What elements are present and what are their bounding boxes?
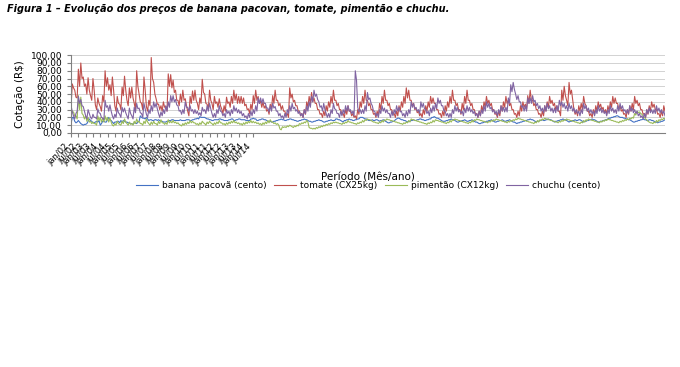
banana pacovã (cento) — [364, 118, 373, 123]
Line: banana pacovã (cento): banana pacovã (cento) — [71, 116, 665, 125]
banana pacovã (cento) — [408, 118, 416, 123]
pimentão (CX12kg) — [498, 119, 507, 123]
banana pacovã (cento) — [661, 117, 669, 122]
banana pacovã (cento) — [417, 117, 425, 121]
Y-axis label: Cotação (R$): Cotação (R$) — [15, 60, 25, 128]
chuchu (cento) — [100, 117, 108, 122]
banana pacovã (cento) — [528, 117, 537, 122]
Legend: banana pacovã (cento), tomate (CX25kg), pimentão (CX12kg), chuchu (cento): banana pacovã (cento), tomate (CX25kg), … — [132, 178, 604, 194]
tomate (CX25kg) — [528, 98, 537, 102]
banana pacovã (cento) — [498, 117, 507, 122]
tomate (CX25kg) — [364, 103, 373, 108]
pimentão (CX12kg) — [74, 94, 82, 98]
tomate (CX25kg) — [417, 111, 425, 116]
chuchu (cento) — [351, 69, 359, 73]
pimentão (CX12kg) — [277, 128, 286, 132]
Line: tomate (CX25kg): tomate (CX25kg) — [71, 58, 665, 119]
Line: pimentão (CX12kg): pimentão (CX12kg) — [71, 96, 665, 130]
pimentão (CX12kg) — [417, 120, 425, 124]
pimentão (CX12kg) — [364, 117, 373, 122]
chuchu (cento) — [498, 109, 507, 113]
chuchu (cento) — [630, 108, 639, 112]
tomate (CX25kg) — [352, 117, 360, 121]
banana pacovã (cento) — [79, 123, 87, 127]
banana pacovã (cento) — [67, 121, 75, 126]
tomate (CX25kg) — [630, 94, 639, 99]
tomate (CX25kg) — [408, 103, 416, 108]
pimentão (CX12kg) — [630, 111, 639, 116]
banana pacovã (cento) — [630, 120, 639, 124]
X-axis label: Período (Mês/ano): Período (Mês/ano) — [321, 172, 415, 182]
Line: chuchu (cento): chuchu (cento) — [71, 71, 665, 120]
chuchu (cento) — [408, 105, 416, 109]
chuchu (cento) — [417, 99, 425, 104]
banana pacovã (cento) — [136, 114, 144, 118]
tomate (CX25kg) — [498, 109, 507, 113]
pimentão (CX12kg) — [408, 117, 416, 122]
chuchu (cento) — [528, 94, 537, 98]
Text: Figura 1 – Evolução dos preços de banana pacovan, tomate, pimentão e chuchu.: Figura 1 – Evolução dos preços de banana… — [7, 4, 449, 14]
chuchu (cento) — [661, 114, 669, 118]
chuchu (cento) — [364, 97, 373, 102]
chuchu (cento) — [67, 103, 75, 108]
pimentão (CX12kg) — [67, 107, 75, 111]
pimentão (CX12kg) — [528, 121, 537, 125]
tomate (CX25kg) — [147, 55, 155, 60]
tomate (CX25kg) — [661, 109, 669, 113]
pimentão (CX12kg) — [661, 117, 669, 121]
tomate (CX25kg) — [67, 103, 75, 108]
